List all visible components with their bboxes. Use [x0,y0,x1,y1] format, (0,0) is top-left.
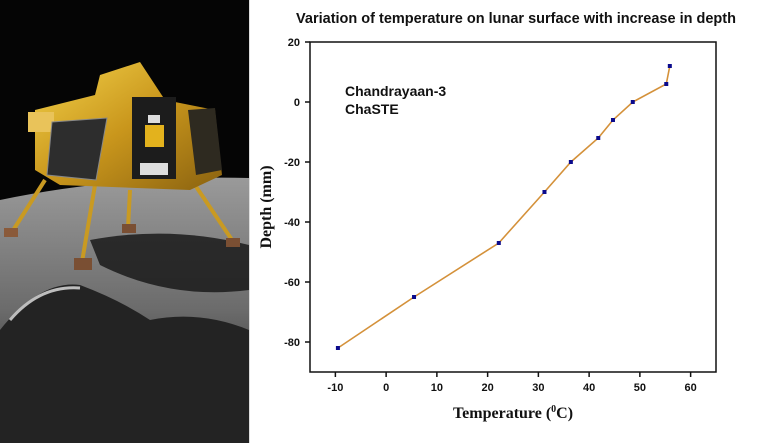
x-tick-label: 30 [532,382,544,394]
data-point [610,118,615,122]
x-tick-label: 10 [431,382,443,394]
annotation-instrument: ChaSTE [345,101,399,117]
data-point [630,100,635,104]
chart-panel: Variation of temperature on lunar surfac… [249,0,760,443]
x-tick-label: 20 [482,382,494,394]
line-chart: Variation of temperature on lunar surfac… [258,11,736,422]
y-tick-label: -20 [284,157,300,169]
data-point [667,64,672,68]
data-point [664,82,669,86]
x-tick-label: 50 [634,382,646,394]
x-tick-label: -10 [327,382,343,394]
data-point [496,241,501,245]
data-point [542,190,547,194]
data-point [568,160,573,164]
x-tick-label: 0 [383,382,389,394]
data-point [335,346,340,350]
y-tick-label: -60 [284,277,300,289]
chart-title: Variation of temperature on lunar surfac… [296,11,736,27]
annotation-mission: Chandrayaan-3 [345,83,446,99]
plot-frame [309,41,717,373]
x-tick-label: 40 [583,382,595,394]
data-point [412,295,417,299]
x-axis-label: Temperature (0C) [453,404,573,422]
y-tick-label: 0 [294,97,300,109]
series-line [337,65,671,349]
y-tick-label: -40 [284,217,300,229]
y-tick-label: 20 [288,37,300,49]
y-tick-label: -80 [284,337,300,349]
data-point [596,136,601,140]
y-axis-label: Depth (mm) [258,165,275,248]
x-tick-label: 60 [685,382,697,394]
lunar-lander-photo [0,0,249,443]
